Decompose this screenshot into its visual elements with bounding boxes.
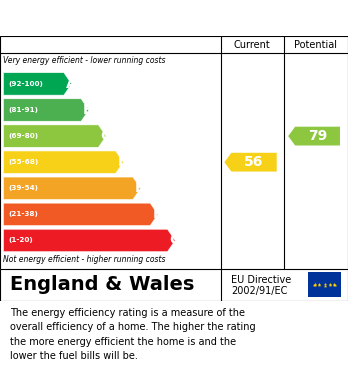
Text: (92-100): (92-100) — [9, 81, 44, 87]
Text: D: D — [118, 155, 129, 169]
Text: 79: 79 — [308, 129, 327, 143]
Text: A: A — [66, 77, 77, 91]
Polygon shape — [3, 73, 72, 95]
Polygon shape — [3, 229, 175, 252]
Text: (55-68): (55-68) — [9, 159, 39, 165]
Polygon shape — [3, 125, 106, 147]
Text: G: G — [169, 233, 181, 248]
Text: (21-38): (21-38) — [9, 212, 39, 217]
Polygon shape — [3, 99, 89, 121]
Polygon shape — [3, 151, 123, 173]
Text: (69-80): (69-80) — [9, 133, 39, 139]
Text: England & Wales: England & Wales — [10, 275, 195, 294]
Text: Current: Current — [234, 40, 271, 50]
Polygon shape — [288, 127, 340, 145]
Text: Not energy efficient - higher running costs: Not energy efficient - higher running co… — [3, 255, 166, 264]
Text: Energy Efficiency Rating: Energy Efficiency Rating — [10, 11, 232, 25]
Text: Potential: Potential — [294, 40, 337, 50]
Text: The energy efficiency rating is a measure of the
overall efficiency of a home. T: The energy efficiency rating is a measur… — [10, 308, 256, 361]
Text: EU Directive: EU Directive — [231, 275, 292, 285]
Text: 56: 56 — [244, 155, 264, 169]
Polygon shape — [3, 203, 158, 226]
Polygon shape — [224, 153, 277, 172]
Text: F: F — [152, 207, 162, 221]
Bar — [308, 272, 341, 298]
Text: (1-20): (1-20) — [9, 237, 33, 244]
Text: C: C — [101, 129, 111, 143]
Text: 2002/91/EC: 2002/91/EC — [231, 286, 288, 296]
Text: B: B — [83, 103, 94, 117]
Text: (81-91): (81-91) — [9, 107, 39, 113]
Text: Very energy efficient - lower running costs: Very energy efficient - lower running co… — [3, 56, 166, 65]
Text: E: E — [135, 181, 144, 195]
Polygon shape — [3, 177, 141, 199]
Text: (39-54): (39-54) — [9, 185, 39, 191]
